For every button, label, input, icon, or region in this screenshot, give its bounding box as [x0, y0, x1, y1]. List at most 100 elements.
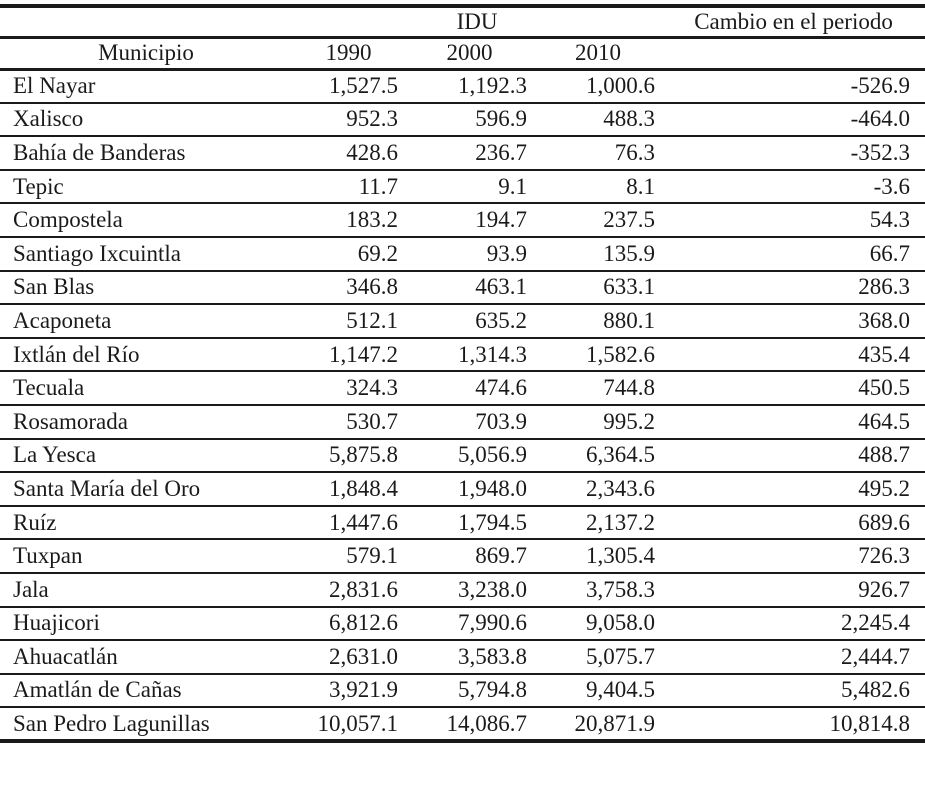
idu-2000-cell: 7,990.6 — [458, 610, 527, 636]
idu-1990-cell: 324.3 — [346, 375, 398, 401]
table-row: San Pedro Lagunillas 10,057.1 14,086.7 20,8… — [0, 707, 925, 741]
idu-2000-cell: 3,238.0 — [458, 576, 527, 602]
table-row: Ixtlán del Río 1,147.2 1,314.3 1,582.6 435.4 — [0, 338, 925, 372]
idu-2010-cell: 20,871.9 — [574, 710, 656, 736]
header-empty-cell — [0, 6, 292, 39]
table-row: Rosamorada 530.7 703.9 995.2 464.5 — [0, 405, 925, 439]
idu-1990-cell: 579.1 — [346, 543, 398, 569]
municipio-cell: Jala — [13, 576, 49, 602]
municipio-cell: Ahuacatlán — [13, 643, 118, 669]
municipio-cell: San Pedro Lagunillas — [13, 710, 210, 736]
cambio-cell: -352.3 — [850, 139, 911, 165]
municipio-cell: Ruíz — [13, 509, 57, 535]
table-row: Ahuacatlán 2,631.0 3,583.8 5,075.7 2,444.7 — [0, 640, 925, 674]
table-body: El Nayar 1,527.5 1,192.3 1,000.6 -526.9 Xalis… — [0, 69, 925, 741]
year-header-2000: 2000 — [405, 37, 534, 71]
cambio-cell: 464.5 — [858, 408, 911, 434]
table-row: Xalisco 952.3 596.9 488.3 -464.0 — [0, 103, 925, 137]
table-row: Ruíz 1,447.6 1,794.5 2,137.2 689.6 — [0, 506, 925, 540]
idu-2000-cell: 14,086.7 — [446, 710, 528, 736]
municipio-cell: Acaponeta — [13, 307, 112, 333]
idu-2000-cell: 1,192.3 — [458, 73, 527, 99]
idu-group-header: IDU — [292, 6, 663, 39]
idu-2010-cell: 2,343.6 — [586, 475, 656, 501]
municipio-cell: San Blas — [13, 274, 95, 300]
municipio-cell: Bahía de Banderas — [13, 139, 186, 165]
idu-1990-cell: 2,831.6 — [329, 576, 398, 602]
idu-2010-cell: 5,075.7 — [586, 643, 656, 669]
table-row: Amatlán de Cañas 3,921.9 5,794.8 9,404.5 5,4… — [0, 674, 925, 708]
municipio-cell: Compostela — [13, 207, 123, 233]
header-group-row: IDU Cambio en el periodo — [0, 6, 925, 39]
idu-1990-cell: 1,147.2 — [329, 341, 398, 367]
idu-2000-cell: 9.1 — [498, 173, 527, 199]
idu-2010-cell: 8.1 — [626, 173, 656, 199]
idu-2010-cell: 9,404.5 — [586, 677, 656, 703]
idu-1990-cell: 952.3 — [346, 106, 398, 132]
cambio-cell: 926.7 — [858, 576, 911, 602]
idu-1990-cell: 6,812.6 — [329, 610, 398, 636]
cambio-cell: 488.7 — [858, 442, 911, 468]
year-header-1990: 1990 — [292, 37, 405, 71]
cambio-cell: 2,444.7 — [841, 643, 911, 669]
idu-2010-cell: 3,758.3 — [586, 576, 656, 602]
table-row: Tecuala 324.3 474.6 744.8 450.5 — [0, 371, 925, 405]
cambio-cell: 10,814.8 — [829, 710, 911, 736]
idu-1990-cell: 5,875.8 — [329, 442, 398, 468]
table-row: La Yesca 5,875.8 5,056.9 6,364.5 488.7 — [0, 439, 925, 473]
municipio-cell: Xalisco — [13, 106, 84, 132]
idu-2000-cell: 869.7 — [475, 543, 527, 569]
header-year-row: Municipio 1990 2000 2010 — [0, 37, 925, 71]
idu-2000-cell: 3,583.8 — [458, 643, 527, 669]
idu-2010-cell: 135.9 — [603, 240, 656, 266]
cambio-cell: 54.3 — [869, 207, 911, 233]
idu-2000-cell: 5,056.9 — [458, 442, 527, 468]
cambio-cell: 450.5 — [858, 375, 911, 401]
cambio-cell: -3.6 — [873, 173, 911, 199]
idu-1990-cell: 512.1 — [346, 307, 398, 333]
year-header-2010: 2010 — [534, 37, 663, 71]
idu-2010-cell: 1,000.6 — [586, 73, 656, 99]
table-row: Tuxpan 579.1 869.7 1,305.4 726.3 — [0, 539, 925, 573]
municipio-cell: Santiago Ixcuintla — [13, 240, 181, 266]
cambio-cell: 286.3 — [858, 274, 911, 300]
idu-1990-cell: 11.7 — [358, 173, 398, 199]
idu-2000-cell: 474.6 — [475, 375, 527, 401]
idu-2000-cell: 703.9 — [475, 408, 527, 434]
municipio-cell: Santa María del Oro — [13, 475, 201, 501]
municipio-cell: Tepic — [13, 173, 64, 199]
idu-2010-cell: 1,582.6 — [586, 341, 656, 367]
idu-2010-cell: 880.1 — [603, 307, 656, 333]
idu-2000-cell: 596.9 — [475, 106, 527, 132]
idu-2000-cell: 236.7 — [475, 139, 527, 165]
table-row: Santa María del Oro 1,848.4 1,948.0 2,343.6… — [0, 472, 925, 506]
idu-1990-cell: 1,447.6 — [329, 509, 398, 535]
idu-2000-cell: 1,314.3 — [458, 341, 527, 367]
idu-2010-cell: 2,137.2 — [586, 509, 656, 535]
table-row: San Blas 346.8 463.1 633.1 286.3 — [0, 271, 925, 305]
idu-1990-cell: 1,848.4 — [329, 475, 398, 501]
table-row: Acaponeta 512.1 635.2 880.1 368.0 — [0, 304, 925, 338]
municipio-cell: Huajicori — [13, 610, 100, 636]
municipio-cell: Rosamorada — [13, 408, 128, 434]
municipio-cell: La Yesca — [13, 442, 97, 468]
municipio-cell: Amatlán de Cañas — [13, 677, 182, 703]
idu-2000-cell: 635.2 — [475, 307, 527, 333]
idu-2010-cell: 633.1 — [603, 274, 656, 300]
change-period-header: Cambio en el periodo — [662, 6, 925, 39]
idu-2010-cell: 237.5 — [603, 207, 656, 233]
idu-1990-cell: 2,631.0 — [329, 643, 398, 669]
idu-1990-cell: 428.6 — [346, 139, 398, 165]
idu-2000-cell: 194.7 — [475, 207, 527, 233]
idu-1990-cell: 183.2 — [346, 207, 398, 233]
cambio-cell: 66.7 — [869, 240, 911, 266]
idu-1990-cell: 10,057.1 — [317, 710, 399, 736]
municipio-header: Municipio — [0, 37, 292, 71]
cambio-cell: -464.0 — [850, 106, 911, 132]
idu-municipalities-table: IDU Cambio en el periodo Municipio 1990 … — [0, 4, 925, 743]
idu-2000-cell: 1,794.5 — [458, 509, 527, 535]
table-row: Tepic 11.7 9.1 8.1 -3.6 — [0, 170, 925, 204]
table-row: Jala 2,831.6 3,238.0 3,758.3 926.7 — [0, 573, 925, 607]
cambio-cell: 726.3 — [858, 543, 911, 569]
table-row: Huajicori 6,812.6 7,990.6 9,058.0 2,245.4 — [0, 607, 925, 641]
